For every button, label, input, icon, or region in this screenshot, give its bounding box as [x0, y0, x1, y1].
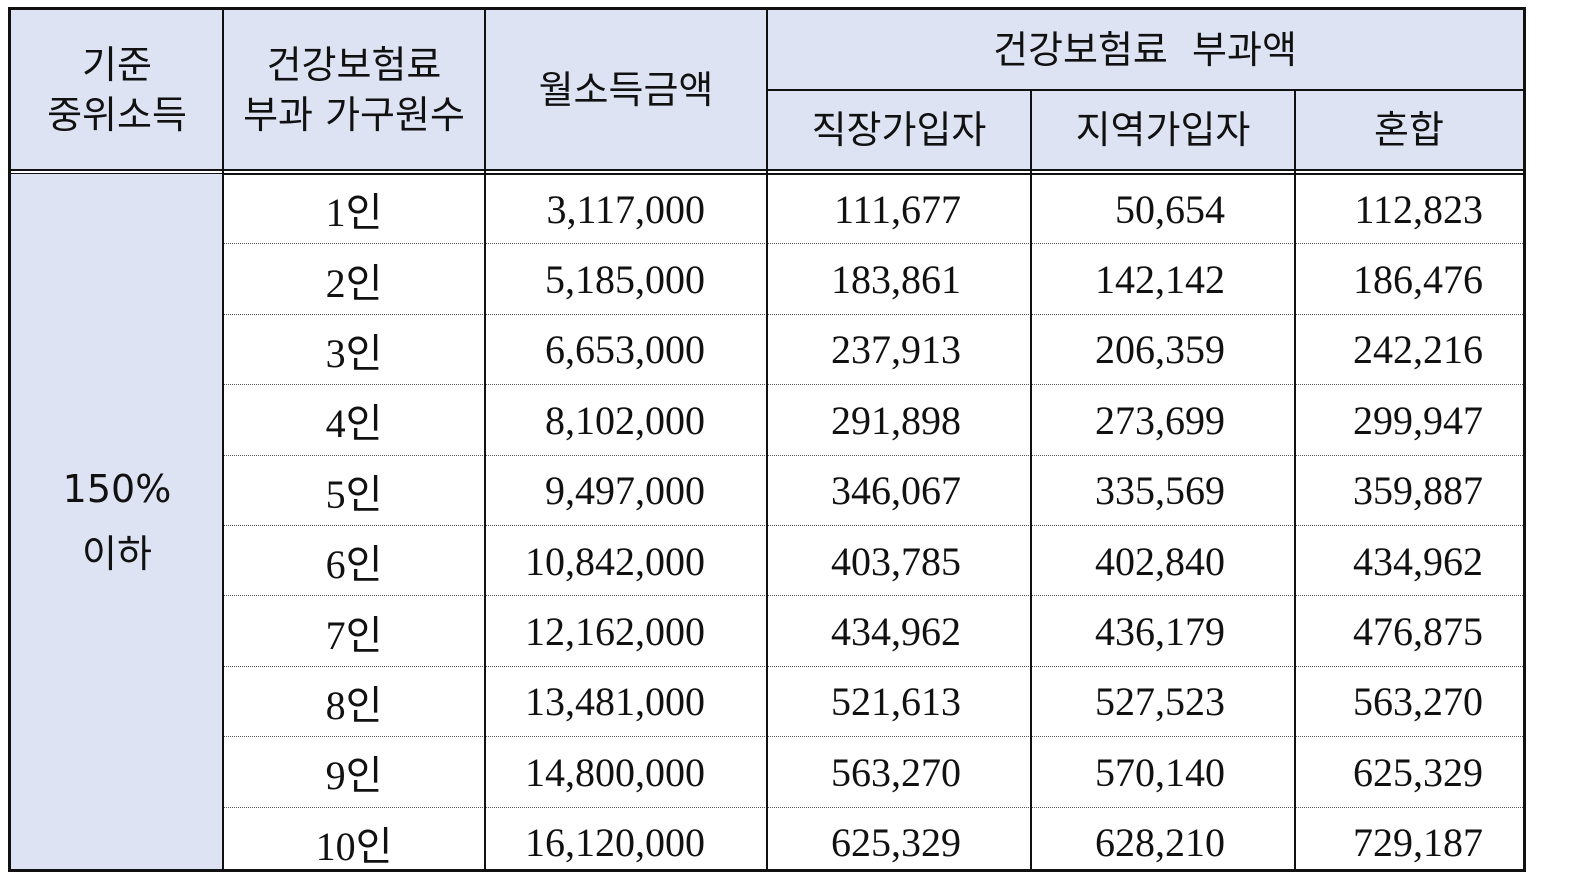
row-dotted-divider — [223, 454, 1523, 456]
cell-household: 7인 — [325, 612, 383, 658]
header-criterion: 기준 중위소득 — [47, 42, 187, 137]
cell-income: 10,842,000 — [525, 538, 705, 584]
cell-income: 5,185,000 — [545, 257, 705, 303]
cell-employee: 237,913 — [831, 327, 961, 373]
table-row: 7인 12,162,000 434,962 436,179 476,875 — [223, 596, 1523, 667]
cell-mixed: 186,476 — [1353, 257, 1483, 303]
cell-regional: 50,654 — [1115, 186, 1225, 232]
row-dotted-divider — [223, 665, 1523, 667]
row-dotted-divider — [223, 313, 1523, 315]
header-subdivider — [767, 89, 1523, 91]
row-dotted-divider — [223, 806, 1523, 808]
cell-income: 14,800,000 — [525, 749, 705, 795]
cell-mixed: 563,270 — [1353, 679, 1483, 725]
cell-employee: 563,270 — [831, 749, 961, 795]
header-regional: 지역가입자 — [1075, 107, 1251, 152]
cell-household: 5인 — [325, 471, 383, 517]
cell-household: 6인 — [325, 542, 383, 588]
header-mixed: 혼합 — [1374, 107, 1444, 152]
cell-mixed: 112,823 — [1354, 186, 1483, 232]
header-premium-group: 건강보험료 부과액 — [993, 27, 1297, 72]
col-divider-1 — [222, 10, 224, 869]
cell-mixed: 434,962 — [1353, 538, 1483, 584]
cell-regional: 402,840 — [1095, 538, 1225, 584]
cell-household: 1인 — [325, 190, 383, 236]
cell-income: 9,497,000 — [545, 468, 705, 514]
cell-regional: 527,523 — [1095, 679, 1225, 725]
header-monthly-income: 월소득금액 — [538, 67, 714, 112]
col-divider-4 — [1030, 90, 1032, 869]
cell-mixed: 625,329 — [1353, 749, 1483, 795]
cell-mixed: 299,947 — [1353, 397, 1483, 443]
cell-household: 8인 — [325, 682, 383, 728]
cell-household: 3인 — [325, 330, 383, 376]
cell-employee: 346,067 — [831, 468, 961, 514]
cell-mixed: 359,887 — [1353, 468, 1483, 514]
cell-mixed: 476,875 — [1353, 609, 1483, 655]
cell-household: 9인 — [325, 753, 383, 799]
row-dotted-divider — [223, 384, 1523, 386]
row-dotted-divider — [223, 524, 1523, 526]
cell-employee: 291,898 — [831, 397, 961, 443]
cell-employee: 403,785 — [831, 538, 961, 584]
table-row: 3인 6,653,000 237,913 206,359 242,216 — [223, 315, 1523, 386]
cell-income: 16,120,000 — [525, 820, 705, 866]
criterion-column — [11, 174, 223, 869]
cell-household: 10인 — [315, 823, 393, 869]
table-row: 2인 5,185,000 183,861 142,142 186,476 — [223, 244, 1523, 315]
cell-mixed: 242,216 — [1353, 327, 1483, 373]
row-dotted-divider — [223, 595, 1523, 597]
cell-regional: 142,142 — [1095, 257, 1225, 303]
cell-employee: 183,861 — [831, 257, 961, 303]
cell-income: 3,117,000 — [546, 186, 705, 232]
table-row: 6인 10,842,000 403,785 402,840 434,962 — [223, 526, 1523, 597]
col-divider-3 — [766, 10, 768, 869]
col-divider-2 — [484, 10, 486, 869]
table-row: 1인 3,117,000 111,677 50,654 112,823 — [223, 174, 1523, 245]
table-row: 5인 9,497,000 346,067 335,569 359,887 — [223, 456, 1523, 526]
table-row: 10인 16,120,000 625,329 628,210 729,187 — [223, 808, 1523, 878]
cell-regional: 628,210 — [1095, 820, 1225, 866]
criterion-value: 150% 이하 — [62, 466, 172, 576]
cell-employee: 521,613 — [831, 679, 961, 725]
cell-regional: 436,179 — [1095, 609, 1225, 655]
table-row: 9인 14,800,000 563,270 570,140 625,329 — [223, 737, 1523, 808]
header-employee: 직장가입자 — [811, 107, 987, 152]
cell-employee: 434,962 — [831, 609, 961, 655]
cell-regional: 570,140 — [1095, 749, 1225, 795]
premium-table: 기준 중위소득 건강보험료 부과 가구원수 월소득금액 건강보험료 부과액 직장… — [8, 7, 1526, 872]
cell-regional: 206,359 — [1095, 327, 1225, 373]
cell-regional: 273,699 — [1095, 397, 1225, 443]
cell-income: 12,162,000 — [525, 609, 705, 655]
header-household-count: 건강보험료 부과 가구원수 — [243, 42, 465, 137]
cell-regional: 335,569 — [1095, 468, 1225, 514]
cell-income: 8,102,000 — [545, 397, 705, 443]
row-dotted-divider — [223, 243, 1523, 245]
table-row: 8인 13,481,000 521,613 527,523 563,270 — [223, 667, 1523, 738]
table-row: 4인 8,102,000 291,898 273,699 299,947 — [223, 385, 1523, 456]
cell-income: 6,653,000 — [545, 327, 705, 373]
col-divider-5 — [1294, 90, 1296, 869]
cell-income: 13,481,000 — [525, 679, 705, 725]
cell-household: 2인 — [325, 260, 383, 306]
cell-household: 4인 — [325, 401, 383, 447]
cell-employee: 625,329 — [831, 820, 961, 866]
row-dotted-divider — [223, 736, 1523, 738]
cell-employee: 111,677 — [833, 186, 961, 232]
cell-mixed: 729,187 — [1353, 820, 1483, 866]
